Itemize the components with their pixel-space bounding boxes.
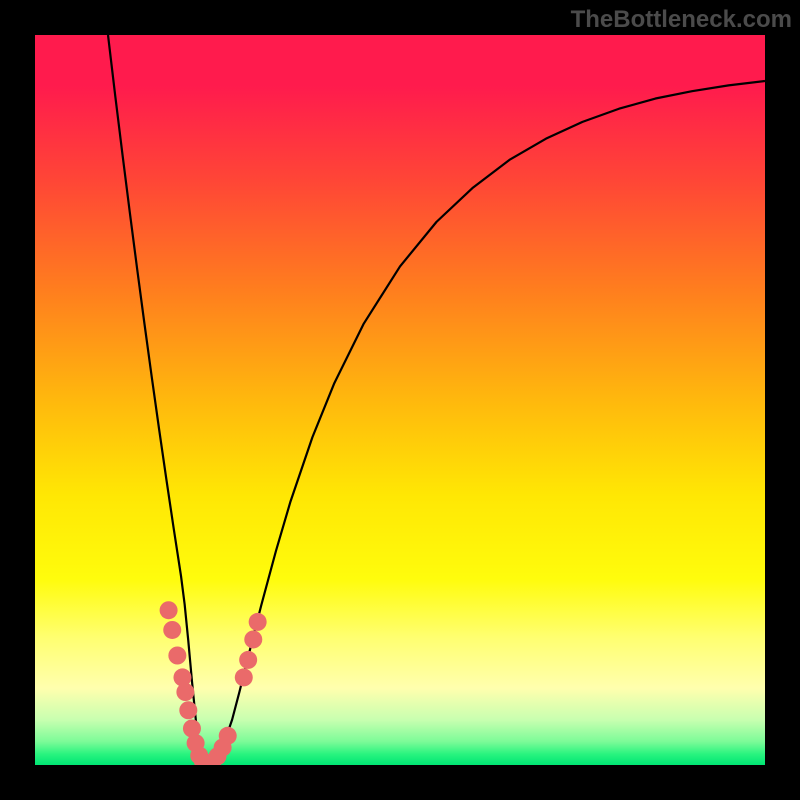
plot-area <box>35 35 765 765</box>
image-frame: TheBottleneck.com <box>0 0 800 800</box>
data-marker <box>160 601 178 619</box>
data-marker <box>244 630 262 648</box>
data-marker <box>239 651 257 669</box>
data-marker <box>176 683 194 701</box>
data-marker <box>219 727 237 745</box>
data-marker <box>179 701 197 719</box>
watermark-text: TheBottleneck.com <box>571 6 792 34</box>
data-marker <box>168 647 186 665</box>
chart-background <box>35 35 765 765</box>
bottleneck-chart <box>35 35 765 765</box>
data-marker <box>249 613 267 631</box>
data-marker <box>235 668 253 686</box>
data-marker <box>163 621 181 639</box>
